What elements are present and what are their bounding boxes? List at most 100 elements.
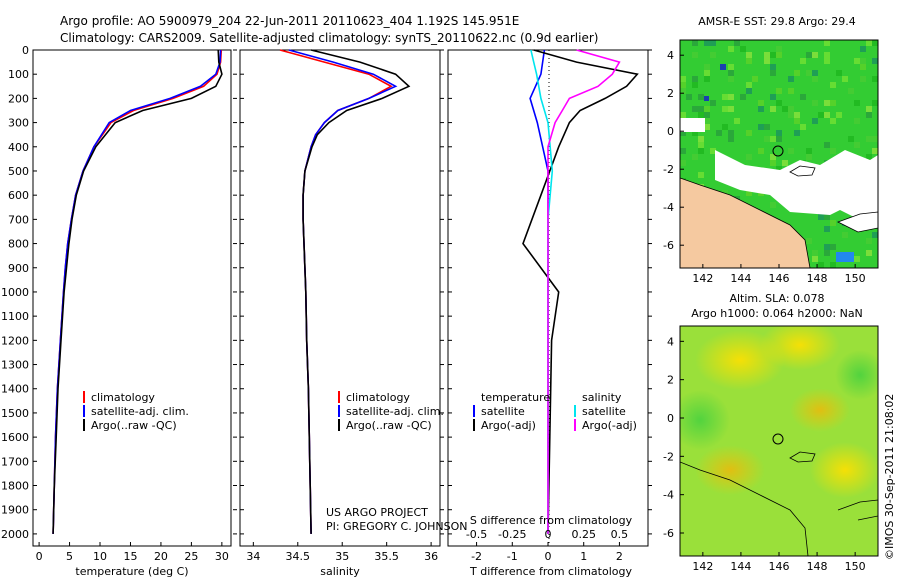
sst-pixel bbox=[728, 94, 734, 100]
sst-pixel bbox=[710, 52, 716, 58]
sla-x-ticks: 142 144 146 148 150 bbox=[692, 552, 866, 573]
sst-pixel bbox=[794, 70, 800, 76]
sst-pixel bbox=[788, 148, 794, 154]
sst-pixel bbox=[794, 130, 800, 136]
sst-argo-marker bbox=[772, 145, 784, 157]
difference-panel: -0.5 -0.25 0 0.25 0.5 -2 -1 0 1 2 S difference f… bbox=[447, 49, 649, 578]
sst-pixel bbox=[720, 64, 726, 70]
sla-argo-marker bbox=[772, 433, 784, 445]
difference-legend: temperature satellite Argo(-adj) salinit… bbox=[473, 391, 637, 432]
legend-t-satellite: satellite bbox=[481, 405, 525, 418]
sst-pixel bbox=[854, 58, 860, 64]
x-tick-label: 5 bbox=[66, 550, 73, 563]
x-tick-label: 34.5 bbox=[286, 550, 311, 563]
series-line-temperature-satellite bbox=[529, 49, 549, 534]
sst-pixel bbox=[704, 76, 710, 82]
sst-pixel bbox=[680, 76, 686, 82]
sst-pixel bbox=[776, 100, 782, 106]
sst-pixel bbox=[860, 64, 866, 70]
depth-tick-label: 1500 bbox=[1, 407, 29, 420]
s-tick-label: 0.5 bbox=[611, 528, 629, 541]
sst-pixel bbox=[800, 124, 806, 130]
map-y-tick-label: 4 bbox=[667, 49, 674, 62]
map-x-tick-label: 150 bbox=[845, 272, 866, 285]
sst-pixel bbox=[680, 82, 686, 88]
sst-pixel bbox=[770, 70, 776, 76]
salinity-frame bbox=[239, 49, 441, 547]
sst-pixel bbox=[782, 106, 788, 112]
sst-pixel bbox=[788, 88, 794, 94]
depth-tick-label: 1000 bbox=[1, 286, 29, 299]
temperature-xlabel: temperature (deg C) bbox=[75, 565, 188, 578]
map-y-tick-label: 0 bbox=[667, 125, 674, 138]
map-y-tick-label: -6 bbox=[663, 239, 674, 252]
sst-pixel bbox=[854, 100, 860, 106]
sst-pixel bbox=[734, 40, 740, 46]
map-x-tick-label: 142 bbox=[692, 272, 713, 285]
sst-pixel bbox=[698, 148, 704, 154]
legend-climatology: climatology bbox=[91, 391, 155, 404]
x-tick-label: 0 bbox=[36, 550, 43, 563]
salinity-lines bbox=[279, 49, 411, 534]
sst-pixel bbox=[728, 76, 734, 82]
sst-pixel bbox=[830, 148, 836, 154]
sla-blob bbox=[680, 390, 730, 450]
sst-pixel bbox=[866, 112, 872, 118]
legend-temperature-head: temperature bbox=[481, 391, 550, 404]
temperature-panel: 0100200300400500600700800900100011001200… bbox=[1, 44, 652, 578]
sst-missing-cloud bbox=[715, 150, 878, 220]
sst-pixel bbox=[692, 106, 698, 112]
sst-pixel bbox=[758, 124, 764, 130]
sst-pixel bbox=[800, 58, 806, 64]
depth-axis: 0 100 200 300 400 500 600 700 800 900 1000 1100 1200… bbox=[1, 44, 652, 541]
sst-pixel bbox=[710, 40, 716, 46]
salinity-x-ticks: 34 34.5 35 35.5 36 bbox=[246, 542, 438, 563]
sst-pixel bbox=[818, 262, 824, 268]
sst-pixel bbox=[806, 154, 812, 160]
sst-pixel bbox=[830, 100, 836, 106]
temperature-legend: climatology satellite-adj. clim. Argo(..… bbox=[83, 391, 189, 432]
sla-map-title2: Argo h1000: 0.064 h2000: NaN bbox=[691, 307, 863, 320]
sst-y-ticks: 4 2 0 -2 -4 -6 bbox=[663, 49, 684, 252]
sst-pixel bbox=[704, 118, 710, 124]
sla-map: 4 2 0 -2 -4 -6 142 144 146 148 150 bbox=[663, 325, 879, 573]
sst-pixel bbox=[860, 58, 866, 64]
map-x-tick-label: 144 bbox=[730, 272, 751, 285]
sla-island bbox=[789, 451, 816, 463]
map-y-tick-label: -4 bbox=[663, 201, 674, 214]
series-line-satellite-adj--clim- bbox=[288, 49, 398, 534]
sst-pixel bbox=[872, 100, 878, 106]
sst-pixel bbox=[740, 94, 746, 100]
map-x-tick-label: 150 bbox=[845, 560, 866, 573]
sst-pixel bbox=[824, 226, 830, 232]
depth-tick-label: 2000 bbox=[1, 528, 29, 541]
x-tick-label: 34 bbox=[246, 550, 260, 563]
sst-pixel bbox=[812, 52, 818, 58]
depth-tick-label: 700 bbox=[8, 213, 29, 226]
map-x-tick-label: 146 bbox=[769, 272, 790, 285]
x-tick-label: 25 bbox=[184, 550, 198, 563]
sst-pixel bbox=[770, 202, 776, 208]
sst-pixel bbox=[692, 130, 698, 136]
sst-pixel bbox=[824, 142, 830, 148]
sst-pixel bbox=[710, 148, 716, 154]
sst-pixel bbox=[764, 124, 770, 130]
sst-pixel bbox=[704, 70, 710, 76]
sst-pixel bbox=[764, 136, 770, 142]
map-y-tick-label: 2 bbox=[667, 374, 674, 387]
series-line-argo---raw--qc- bbox=[52, 49, 223, 534]
sst-pixel bbox=[866, 238, 872, 244]
depth-tick-label: 1800 bbox=[1, 480, 29, 493]
depth-tick-label: 1100 bbox=[1, 310, 29, 323]
sst-pixel bbox=[812, 256, 818, 262]
sst-pixel bbox=[830, 118, 836, 124]
map-x-tick-label: 144 bbox=[730, 560, 751, 573]
sst-pixel bbox=[788, 106, 794, 112]
sst-pixel bbox=[824, 244, 830, 250]
salinity-xlabel: salinity bbox=[320, 565, 360, 578]
sst-pixel bbox=[758, 106, 764, 112]
sst-island-east bbox=[836, 211, 878, 233]
credit-pi: PI: GREGORY C. JOHNSON bbox=[326, 520, 467, 533]
sst-pixel bbox=[710, 100, 716, 106]
sst-pixel bbox=[812, 76, 818, 82]
